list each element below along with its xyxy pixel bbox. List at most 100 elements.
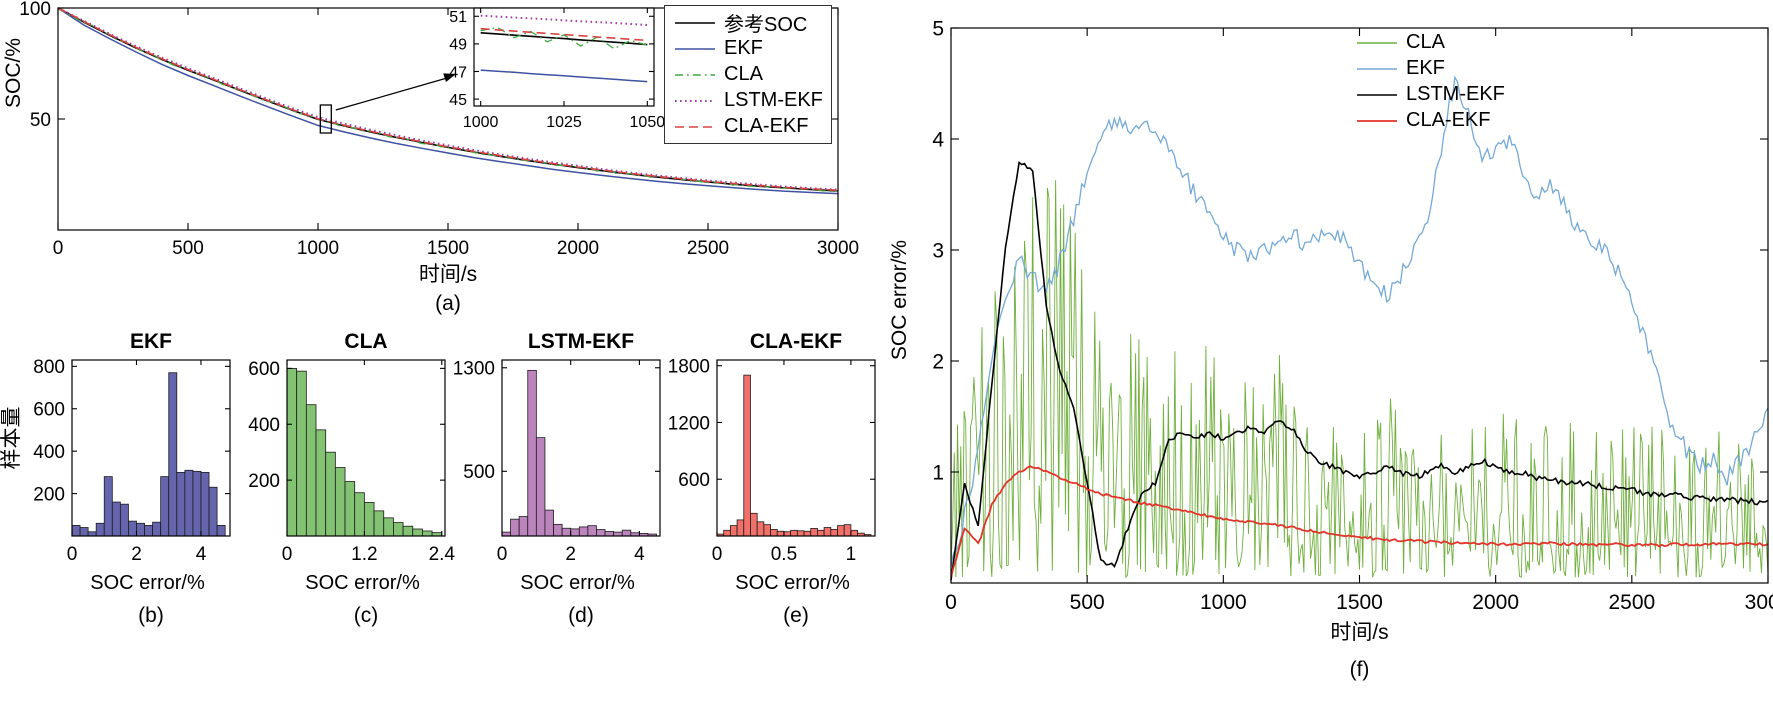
- x-tick-label: 0.5: [771, 544, 797, 565]
- x-tick-label: 1000: [463, 114, 499, 131]
- hist-c-caption: (c): [353, 604, 379, 627]
- x-tick-label: 3000: [1745, 591, 1773, 614]
- inset-background: [474, 8, 654, 106]
- hist-bar: [518, 516, 529, 537]
- panel-hist-cla-ekf: CLA-EKF 0 0.5 1 600 1200 1800 SOC error/% (e): [665, 330, 880, 640]
- hist-bar: [837, 525, 845, 537]
- legend-label: LSTM-EKF: [724, 89, 823, 111]
- hist-c-title: CLA: [344, 330, 388, 353]
- hist-bar: [817, 529, 825, 537]
- zoom-arrow-line: [335, 77, 448, 111]
- x-tick-label: 4: [196, 544, 207, 565]
- hist-bar: [553, 523, 563, 537]
- legend-line-swatch: [1357, 67, 1397, 70]
- hist-bar: [830, 528, 838, 537]
- legend-line-swatch: [675, 47, 715, 50]
- hist-bar: [763, 524, 771, 537]
- plot-border: [71, 359, 231, 537]
- legend-item: EKF: [673, 36, 823, 61]
- hist-b-title: EKF: [130, 330, 172, 353]
- x-tick-label: 1025: [546, 114, 582, 131]
- hist-bar: [71, 524, 81, 537]
- y-tick-label: 50: [30, 110, 51, 131]
- series-line-2: [480, 26, 648, 50]
- legend-item: CLA: [1355, 30, 1505, 55]
- y-tick-label: 4: [932, 129, 944, 152]
- hist-bar: [334, 467, 346, 537]
- hist-lstm-ekf-chart: 0 2 4 500 1300: [453, 359, 661, 565]
- hist-bar: [823, 527, 832, 537]
- hist-bar: [152, 521, 162, 537]
- hist-bar: [604, 531, 615, 537]
- hist-bar: [296, 370, 307, 537]
- legend-item: LSTM-EKF: [1355, 82, 1505, 107]
- hist-bar: [723, 529, 731, 537]
- hist-bar: [587, 525, 597, 537]
- series-line-0: [480, 69, 648, 83]
- plot-border: [716, 359, 876, 537]
- hist-bar: [373, 510, 385, 537]
- hist-bar: [750, 512, 758, 537]
- y-tick-label: 45: [449, 92, 467, 109]
- x-tick-label: 2000: [1472, 591, 1519, 614]
- y-tick-label: 1: [932, 462, 944, 485]
- plot-border: [286, 359, 446, 537]
- y-tick-label: 200: [248, 471, 280, 492]
- hist-bar: [168, 372, 178, 537]
- hist-bar: [510, 518, 520, 537]
- hist-bar: [770, 528, 778, 537]
- hist-cla-chart: 0 1.2 2.4 200 400 600: [248, 359, 455, 565]
- legend-label: 参考SOC: [724, 14, 808, 36]
- hist-bar: [119, 503, 129, 537]
- series-line-1: [57, 7, 839, 195]
- x-tick-label: 0: [712, 544, 723, 565]
- legend-line-swatch: [675, 73, 715, 76]
- hist-bar: [344, 481, 356, 537]
- plot-border: [501, 359, 661, 537]
- series-line-2: [950, 161, 1769, 581]
- x-tick-label: 0: [945, 591, 957, 614]
- hist-bar: [729, 525, 738, 537]
- legend-line-swatch: [1357, 119, 1397, 122]
- hist-b-caption: (b): [138, 604, 164, 627]
- hist-bar: [422, 530, 433, 537]
- legend-label: EKF: [724, 37, 763, 59]
- legend-line-swatch: [675, 125, 715, 128]
- y-tick-label: 1800: [668, 357, 710, 378]
- y-tick-label: 200: [33, 484, 65, 505]
- hist-bar: [850, 529, 858, 537]
- series-line-3: [57, 7, 839, 191]
- legend-item: EKF: [1355, 56, 1505, 81]
- hist-d-xlabel: SOC error/%: [520, 572, 635, 594]
- hist-bar: [796, 530, 805, 537]
- hist-d-title: LSTM-EKF: [527, 330, 635, 353]
- hist-bar: [184, 469, 194, 537]
- x-tick-label: 4: [634, 544, 645, 565]
- x-tick-label: 1500: [427, 238, 469, 259]
- x-tick-label: 3000: [817, 238, 859, 259]
- series-line-4: [57, 7, 839, 192]
- zoom-arrow-head: [443, 73, 456, 82]
- hist-e-title: CLA-EKF: [749, 330, 843, 353]
- hist-bar: [736, 519, 745, 537]
- hist-bar: [535, 437, 546, 537]
- panel-a-caption: (a): [435, 292, 461, 315]
- hist-bar: [325, 451, 336, 537]
- x-tick-label: 1: [846, 544, 857, 565]
- hist-bar: [393, 522, 404, 537]
- hist-bar: [144, 524, 154, 537]
- y-tick-label: 5: [932, 18, 944, 41]
- panel-hist-ekf: EKF 0 2 4 200 400 600 800 SOC error/% (b): [20, 330, 235, 640]
- hist-c-xlabel: SOC error/%: [305, 572, 420, 594]
- x-tick-label: 2.4: [429, 544, 456, 565]
- legend-item: LSTM-EKF: [673, 88, 823, 113]
- hist-e-xlabel: SOC error/%: [735, 572, 850, 594]
- hist-bar: [402, 525, 414, 537]
- x-tick-label: 1000: [1200, 591, 1247, 614]
- x-tick-label: 2: [131, 544, 142, 565]
- hist-bar: [383, 517, 394, 537]
- hist-d-caption: (d): [568, 604, 594, 627]
- legend-panel-f: CLA EKF LSTM-EKF CLA-EKF: [1355, 30, 1505, 133]
- y-tick-label: 600: [248, 359, 280, 380]
